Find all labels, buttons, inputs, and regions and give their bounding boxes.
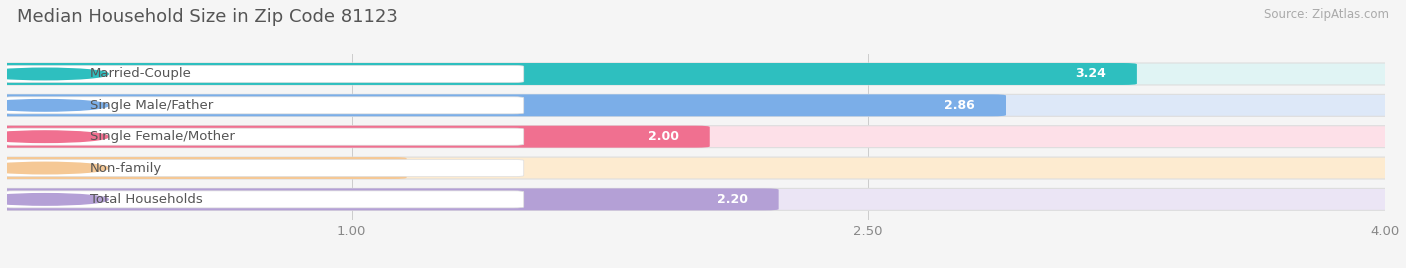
- Text: 2.86: 2.86: [945, 99, 974, 112]
- Text: Total Households: Total Households: [90, 193, 202, 206]
- FancyBboxPatch shape: [0, 63, 1399, 85]
- FancyBboxPatch shape: [4, 128, 524, 145]
- FancyBboxPatch shape: [4, 65, 524, 83]
- FancyBboxPatch shape: [0, 63, 1137, 85]
- Text: 2.00: 2.00: [648, 130, 679, 143]
- FancyBboxPatch shape: [0, 188, 779, 210]
- FancyBboxPatch shape: [0, 188, 1399, 210]
- Text: Source: ZipAtlas.com: Source: ZipAtlas.com: [1264, 8, 1389, 21]
- Text: Median Household Size in Zip Code 81123: Median Household Size in Zip Code 81123: [17, 8, 398, 26]
- Circle shape: [0, 100, 108, 111]
- FancyBboxPatch shape: [0, 157, 406, 179]
- FancyBboxPatch shape: [0, 94, 1007, 116]
- Text: Married-Couple: Married-Couple: [90, 68, 191, 80]
- Text: 3.24: 3.24: [1076, 68, 1107, 80]
- FancyBboxPatch shape: [0, 126, 710, 148]
- FancyBboxPatch shape: [4, 159, 524, 177]
- Text: Single Female/Mother: Single Female/Mother: [90, 130, 235, 143]
- Text: Single Male/Father: Single Male/Father: [90, 99, 212, 112]
- Text: 2.20: 2.20: [717, 193, 748, 206]
- Text: 1.12: 1.12: [344, 162, 375, 174]
- FancyBboxPatch shape: [4, 191, 524, 208]
- FancyBboxPatch shape: [0, 126, 1399, 148]
- Circle shape: [0, 68, 108, 80]
- Circle shape: [0, 162, 108, 174]
- FancyBboxPatch shape: [0, 157, 1399, 179]
- Circle shape: [0, 131, 108, 142]
- Text: Non-family: Non-family: [90, 162, 162, 174]
- Circle shape: [0, 193, 108, 205]
- FancyBboxPatch shape: [4, 97, 524, 114]
- FancyBboxPatch shape: [0, 94, 1399, 116]
